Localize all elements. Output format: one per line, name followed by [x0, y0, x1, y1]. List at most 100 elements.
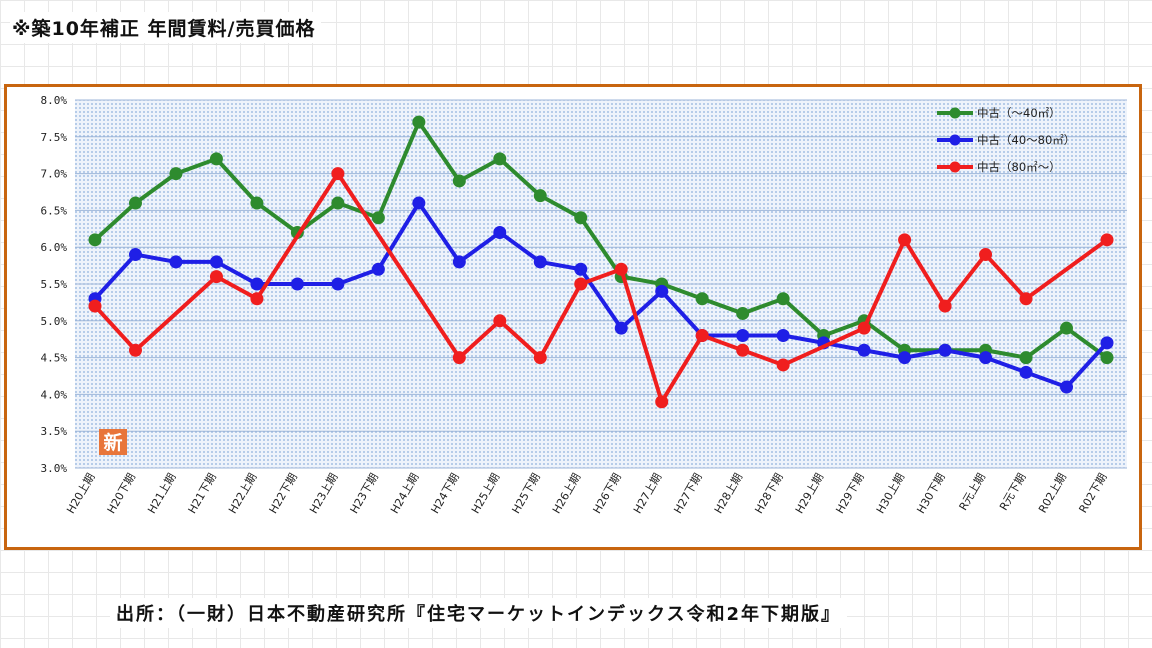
y-tick-label: 6.0% — [41, 241, 68, 254]
new-badge-label: 新 — [103, 431, 122, 454]
x-tick-label: H23下期 — [348, 471, 381, 516]
y-tick-label: 6.5% — [41, 204, 68, 217]
x-tick-label: H20上期 — [64, 471, 97, 516]
data-point — [857, 321, 871, 335]
y-tick-labels: 8.0% 7.5% 7.0% 6.5% 6.0% 5.5% 5.0% 4.5% 4.0% 3.5%… — [41, 94, 68, 475]
data-point — [128, 196, 142, 210]
data-point — [574, 262, 588, 276]
data-point — [250, 196, 264, 210]
x-tick-label: H25上期 — [469, 471, 502, 516]
data-point — [88, 233, 102, 247]
data-point — [938, 343, 952, 357]
x-tick-label: H30上期 — [874, 471, 907, 516]
data-point — [695, 329, 709, 343]
x-tick-label: H22上期 — [226, 471, 259, 516]
data-point — [614, 321, 628, 335]
x-tick-label: H24下期 — [429, 471, 462, 516]
source-note: 出所：（一財）日本不動産研究所『住宅マーケットインデックス令和2年下期版』 — [110, 598, 847, 628]
legend-marker — [949, 134, 961, 146]
y-tick-label: 8.0% — [41, 94, 68, 107]
data-point — [128, 248, 142, 262]
data-point — [1019, 292, 1033, 306]
data-point — [736, 343, 750, 357]
x-tick-label: H28下期 — [752, 471, 785, 516]
data-point — [493, 314, 507, 328]
data-point — [412, 115, 426, 129]
data-point — [776, 358, 790, 372]
data-point — [1060, 321, 1074, 335]
data-point — [128, 343, 142, 357]
legend-label: 中古（40～80㎡） — [977, 133, 1075, 147]
data-point — [533, 189, 547, 203]
legend: 中古（～40㎡） 中古（40～80㎡） 中古（80㎡～） — [937, 106, 1075, 174]
data-point — [331, 167, 345, 181]
line-chart: 8.0% 7.5% 7.0% 6.5% 6.0% 5.5% 5.0% 4.5% 4.0% 3.5%… — [41, 94, 1127, 516]
legend-label: 中古（80㎡～） — [977, 160, 1061, 174]
data-point — [169, 167, 183, 181]
y-tick-label: 3.0% — [41, 462, 68, 475]
data-point — [88, 299, 102, 313]
x-tick-label: H21上期 — [145, 471, 178, 516]
data-point — [250, 292, 264, 306]
data-point — [331, 196, 345, 210]
x-tick-label: H27上期 — [631, 471, 664, 516]
data-point — [493, 225, 507, 239]
series-lines — [88, 115, 1114, 409]
data-point — [412, 196, 426, 210]
data-point — [776, 292, 790, 306]
series-line — [93, 171, 1109, 404]
x-tick-label: H20下期 — [105, 471, 138, 516]
x-tick-label: R02上期 — [1036, 471, 1069, 515]
data-point — [655, 284, 669, 298]
data-point — [371, 262, 385, 276]
y-tick-label: 3.5% — [41, 425, 68, 438]
data-point — [209, 255, 223, 269]
data-point — [938, 299, 952, 313]
x-tick-label: R元上期 — [957, 471, 989, 513]
data-point — [250, 277, 264, 291]
x-tick-label: H27下期 — [671, 471, 704, 516]
x-tick-label: H26下期 — [590, 471, 623, 516]
y-gridlines — [75, 99, 1127, 469]
y-tick-label: 7.0% — [41, 168, 68, 181]
x-tick-label: H26上期 — [550, 471, 583, 516]
data-point — [452, 351, 466, 365]
data-point — [898, 233, 912, 247]
x-tick-label: R02下期 — [1077, 471, 1110, 515]
data-point — [169, 255, 183, 269]
data-point — [1100, 233, 1114, 247]
data-point — [1100, 351, 1114, 365]
data-point — [452, 255, 466, 269]
x-tick-label: H28上期 — [712, 471, 745, 516]
series-3 — [88, 167, 1114, 409]
data-point — [493, 152, 507, 166]
y-tick-label: 7.5% — [41, 131, 68, 144]
data-point — [371, 211, 385, 225]
series-line — [93, 201, 1109, 390]
data-point — [655, 395, 669, 409]
x-tick-label: H24上期 — [388, 471, 421, 516]
data-point — [857, 343, 871, 357]
data-point — [979, 351, 993, 365]
data-point — [574, 211, 588, 225]
x-tick-label: H29下期 — [833, 471, 866, 516]
data-point — [209, 270, 223, 284]
y-tick-label: 5.0% — [41, 315, 68, 328]
chart-frame: 8.0% 7.5% 7.0% 6.5% 6.0% 5.5% 5.0% 4.5% 4.0% 3.5%… — [4, 84, 1142, 550]
page-title: ※築10年補正 年間賃料/売買価格 — [10, 12, 322, 43]
data-point — [736, 329, 750, 343]
data-point — [1019, 351, 1033, 365]
y-tick-label: 4.0% — [41, 388, 68, 401]
data-point — [452, 174, 466, 188]
data-point — [1100, 336, 1114, 350]
legend-label: 中古（～40㎡） — [977, 106, 1061, 120]
data-point — [695, 292, 709, 306]
x-tick-label: H21下期 — [186, 471, 219, 516]
data-point — [290, 277, 304, 291]
y-tick-label: 4.5% — [41, 352, 68, 365]
data-point — [533, 351, 547, 365]
y-tick-label: 5.5% — [41, 278, 68, 291]
x-tick-labels: H20上期 H20下期 H21上期 H21下期 H22上期 H22下期 H23上期 H23下期… — [64, 471, 1109, 516]
x-tick-label: H29上期 — [793, 471, 826, 516]
data-point — [209, 152, 223, 166]
